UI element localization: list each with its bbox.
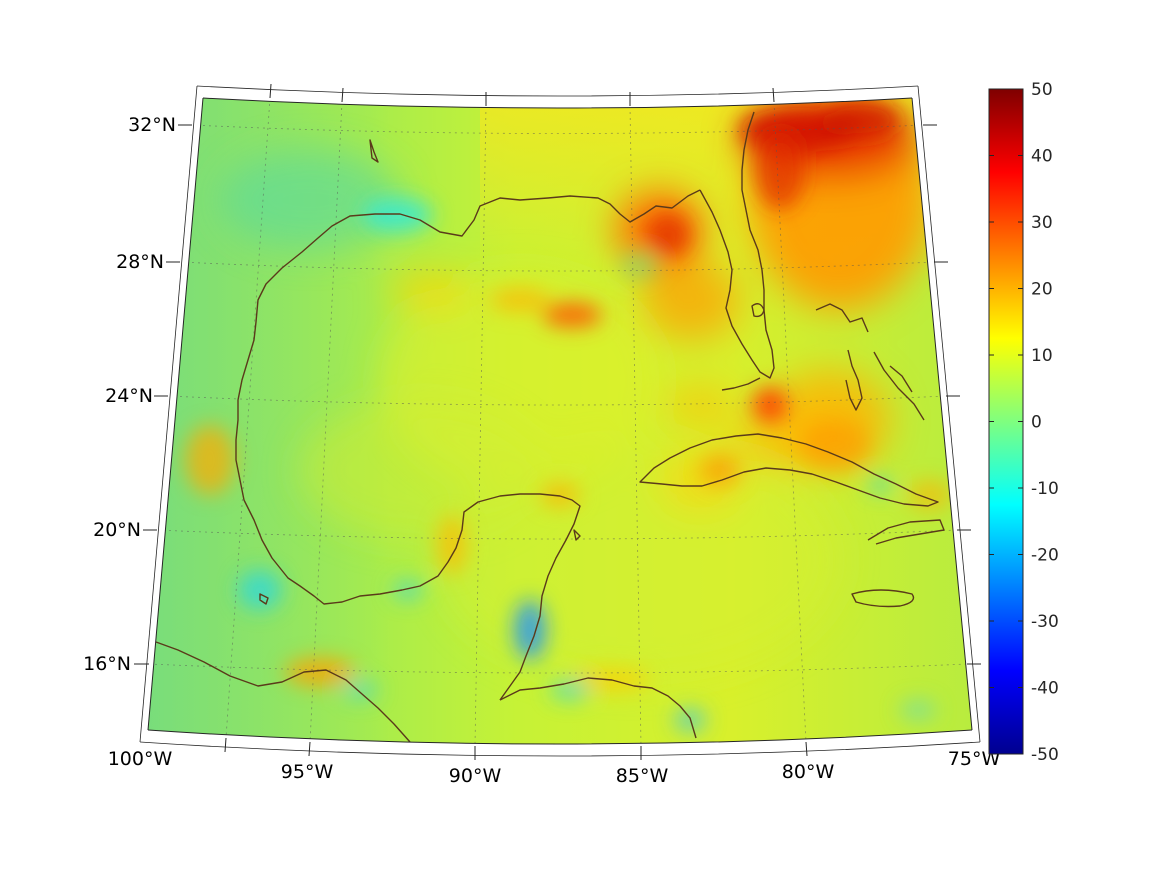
colorbar-gradient (988, 88, 1024, 755)
colorbar: 50 40 30 20 10 0 -10 -20 -30 -40 -50 (988, 80, 1059, 765)
lake-okeechobee (751, 303, 765, 318)
lat-label-24n: 24°N (105, 385, 153, 407)
colorbar-tick-label: 30 (1031, 213, 1053, 233)
lon-label-80w: 80°W (782, 761, 835, 783)
colorbar-tick-label: -40 (1031, 679, 1059, 699)
colorbar-tick-label: -20 (1031, 546, 1059, 566)
lon-label-90w: 90°W (449, 765, 502, 787)
coastlines (155, 111, 945, 743)
lat-label-16n: 16°N (83, 653, 131, 675)
colorbar-tick-label: 40 (1031, 147, 1053, 167)
colorbar-tick-label: -10 (1031, 479, 1059, 499)
lon-label-100w: 100°W (108, 748, 173, 770)
cuba-coast (639, 433, 939, 507)
latitude-labels: 32°N 28°N 24°N 20°N 16°N (83, 114, 176, 675)
colorbar-tick-label: 0 (1031, 413, 1042, 433)
colorbar-tick-label: 50 (1031, 80, 1053, 100)
colorbar-tick-label: -50 (1031, 745, 1059, 765)
lon-label-95w: 95°W (281, 761, 334, 783)
colorbar-labels: 50 40 30 20 10 0 -10 -20 -30 -40 -50 (1031, 80, 1059, 765)
colorbar-ticks (989, 88, 1023, 755)
bahamas-coast (815, 303, 925, 421)
gulf-coast-line (235, 189, 701, 701)
lat-label-28n: 28°N (116, 251, 164, 273)
colorbar-tick-label: 10 (1031, 346, 1053, 366)
lon-label-75w: 75°W (948, 748, 1001, 770)
graticule (148, 98, 968, 744)
lon-label-85w: 85°W (616, 765, 669, 787)
longitude-labels: 100°W 95°W 90°W 85°W 80°W 75°W (108, 748, 1001, 787)
colorbar-tick-label: -30 (1031, 612, 1059, 632)
lat-label-32n: 32°N (128, 114, 176, 136)
florida-coast-line (699, 111, 775, 379)
central-america-coast (155, 641, 411, 743)
map-frame (134, 83, 981, 760)
lat-label-20n: 20°N (93, 519, 141, 541)
data-field (148, 98, 972, 744)
jamaica-coast (851, 589, 915, 608)
colorbar-tick-label: 20 (1031, 280, 1053, 300)
